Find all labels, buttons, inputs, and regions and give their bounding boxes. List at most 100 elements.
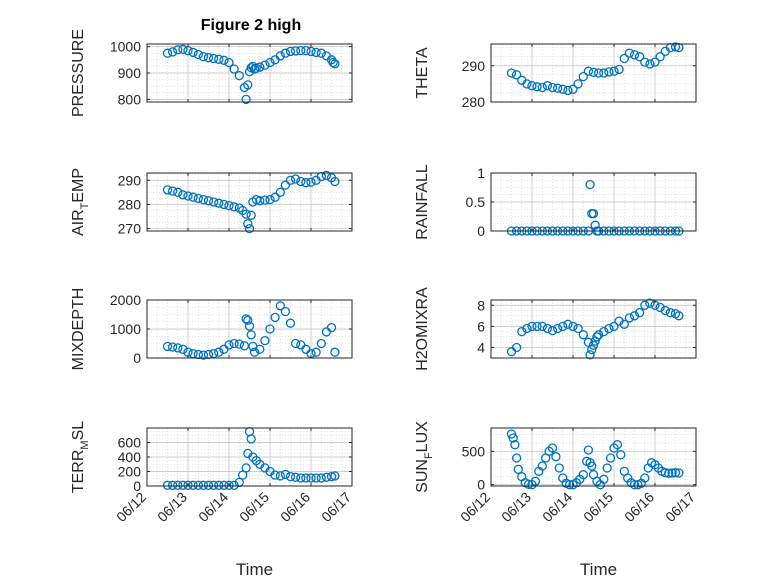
y-tick-label: 500: [462, 443, 486, 459]
data-point: [285, 318, 296, 328]
data-point: [270, 312, 280, 323]
data-point: [558, 321, 568, 332]
data-point: [522, 79, 532, 89]
data-point: [609, 66, 619, 76]
data-point: [513, 464, 523, 474]
data-point: [547, 325, 558, 336]
data-point: [527, 321, 537, 332]
data-point: [280, 469, 291, 480]
data-point: [234, 339, 244, 349]
y-axis-label-main: TERR: [70, 450, 87, 494]
data-point: [660, 305, 670, 316]
data-point: [614, 316, 624, 326]
y-axis-label-subscript: F: [423, 452, 435, 459]
data-point: [246, 434, 256, 444]
data-point: [173, 187, 183, 197]
data-point: [270, 470, 280, 480]
data-point: [537, 321, 547, 332]
y-tick-label: 900: [118, 65, 142, 81]
data-point: [255, 196, 265, 206]
data-point: [667, 468, 677, 478]
data-point: [193, 480, 203, 490]
data-point: [612, 440, 623, 450]
axes-box: [146, 172, 353, 232]
data-point: [265, 57, 275, 68]
data-point: [306, 177, 316, 187]
data-point: [328, 57, 338, 68]
y-tick-label: 270: [118, 221, 142, 237]
data-point: [568, 321, 578, 332]
data-point: [173, 480, 183, 490]
data-point: [290, 472, 301, 482]
data-point: [306, 473, 316, 483]
data-point: [260, 335, 270, 346]
data-point: [599, 474, 609, 484]
data-point: [634, 52, 645, 62]
data-point: [640, 473, 650, 483]
data-point: [542, 323, 553, 334]
data-point: [511, 342, 522, 353]
data-point: [198, 194, 209, 205]
data-point: [593, 330, 604, 340]
y-tick-label: 400: [118, 449, 142, 465]
data-point: [660, 468, 670, 478]
data-point: [510, 440, 520, 450]
data-point: [178, 44, 188, 54]
data-point: [255, 62, 265, 72]
data-point: [619, 319, 629, 329]
data-point: [280, 306, 291, 317]
axes-box: [490, 299, 697, 359]
data-point: [578, 330, 588, 340]
data-point: [330, 471, 340, 481]
y-axis-label-subscript: M: [79, 440, 91, 449]
data-point: [243, 219, 253, 229]
y-tick-label: 280: [462, 94, 486, 110]
data-point: [629, 50, 640, 60]
data-point: [285, 471, 296, 482]
data-point: [193, 193, 203, 204]
data-point: [162, 185, 173, 195]
data-point: [214, 347, 224, 357]
data-point: [568, 84, 578, 94]
data-point: [602, 463, 612, 473]
data-point: [162, 48, 173, 58]
data-point: [665, 308, 676, 318]
subplot-air-temp: 270 280 290 AIRTEMP: [70, 168, 353, 237]
data-point: [330, 59, 340, 69]
data-point: [655, 52, 665, 62]
data-point: [547, 82, 558, 93]
data-point: [527, 81, 537, 91]
data-point: [517, 326, 527, 337]
data-point: [208, 480, 219, 490]
data-point: [587, 461, 597, 471]
data-point: [296, 176, 306, 187]
y-axis-label-rest: LUX: [414, 421, 431, 452]
y-axis-label: TERRMSL: [70, 421, 91, 493]
figure-title: Figure 2 high: [201, 17, 301, 34]
data-point: [583, 337, 594, 347]
data-point: [214, 480, 224, 490]
data-point: [301, 473, 311, 483]
data-point: [634, 308, 645, 318]
data-point: [554, 463, 564, 473]
data-point: [214, 54, 224, 64]
data-point: [219, 199, 229, 210]
data-point: [330, 176, 340, 187]
data-point: [193, 49, 203, 60]
data-point: [629, 311, 640, 321]
y-axis-label-main: AIR: [70, 209, 87, 236]
data-point: [260, 195, 270, 205]
data-point: [224, 200, 234, 211]
data-point: [511, 70, 522, 80]
subplot-mixdepth: 0 1000 2000 MIXDEPTH: [70, 288, 353, 370]
y-axis-label: AIRTEMP: [70, 168, 91, 236]
y-tick-label: 290: [118, 172, 142, 188]
data-point: [203, 53, 214, 63]
data-point: [275, 187, 285, 197]
data-point: [604, 323, 614, 334]
data-point: [605, 453, 616, 463]
data-point: [285, 175, 296, 185]
y-axis-label: THETA: [414, 47, 431, 99]
data-point: [246, 210, 256, 220]
